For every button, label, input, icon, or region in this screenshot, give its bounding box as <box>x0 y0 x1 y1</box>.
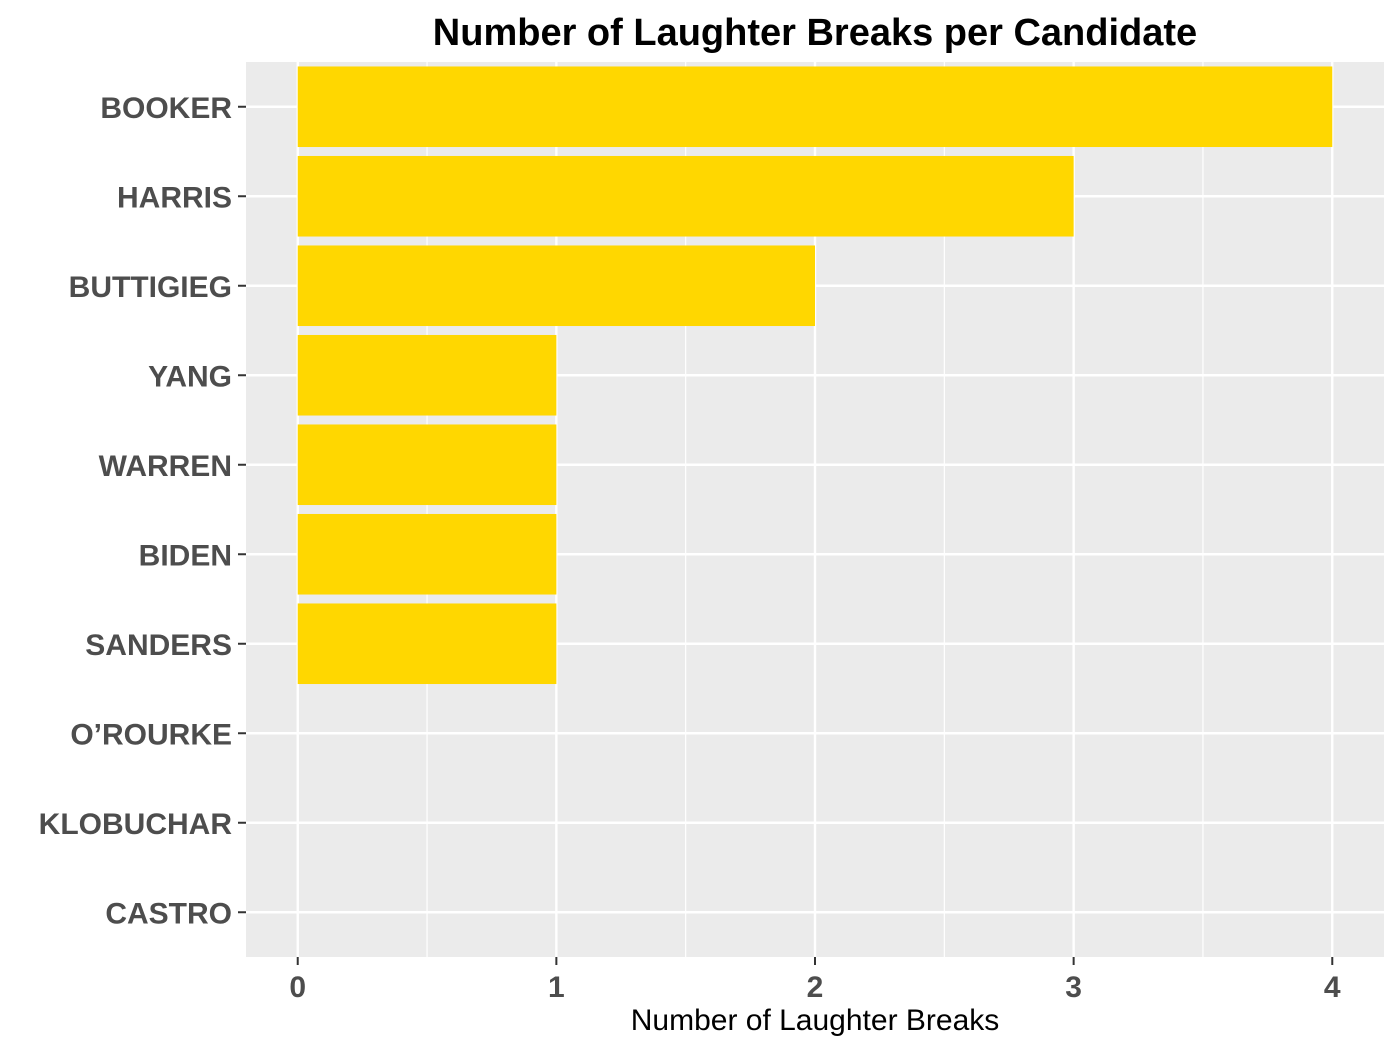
bar <box>297 513 557 595</box>
x-tick-label: 3 <box>1065 971 1082 1004</box>
x-tick-label: 0 <box>289 971 306 1004</box>
y-axis: BOOKER HARRIS BUTTIGIEG YANG WARREN BIDEN SAND… <box>39 92 246 930</box>
bar <box>297 603 557 685</box>
x-axis-title: Number of Laughter Breaks <box>631 1004 1000 1037</box>
bar <box>297 334 557 416</box>
bar <box>297 155 1074 237</box>
y-tick-label: KLOBUCHAR <box>39 808 233 841</box>
y-tick-label: HARRIS <box>117 181 232 214</box>
y-tick-label: BUTTIGIEG <box>69 271 232 304</box>
x-axis: 0 1 2 3 4 <box>289 957 1341 1004</box>
bar <box>297 66 1333 148</box>
y-tick-label: O’ROURKE <box>70 718 232 751</box>
x-tick-label: 4 <box>1324 971 1341 1004</box>
bar <box>297 245 815 327</box>
y-tick-label: BOOKER <box>100 92 232 125</box>
y-tick-label: CASTRO <box>105 897 232 930</box>
bars <box>297 66 1333 685</box>
y-tick-label: SANDERS <box>85 629 232 662</box>
x-tick-label: 2 <box>807 971 824 1004</box>
y-tick-label: YANG <box>148 360 232 393</box>
chart-title: Number of Laughter Breaks per Candidate <box>433 12 1197 54</box>
x-tick-label: 1 <box>548 971 565 1004</box>
y-tick-label: WARREN <box>99 450 232 483</box>
bar <box>297 424 557 506</box>
y-tick-label: BIDEN <box>139 539 232 572</box>
